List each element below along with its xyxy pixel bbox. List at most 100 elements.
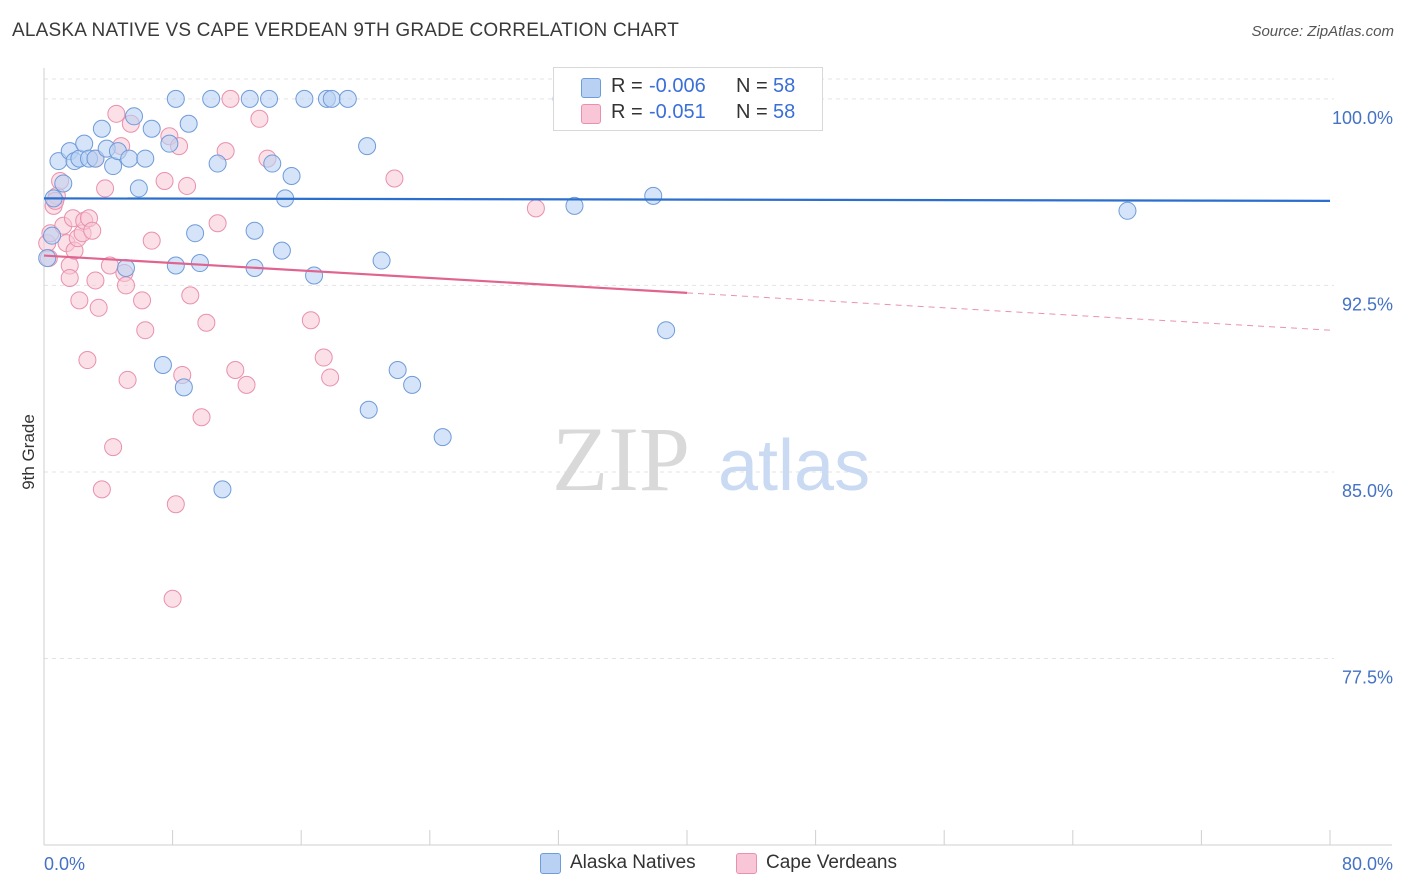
- y-tick-label: 85.0%: [1342, 481, 1393, 501]
- data-point: [120, 149, 139, 168]
- legend-swatch-pink: [736, 853, 757, 874]
- legend-r-value: -0.006: [649, 75, 706, 97]
- y-tick-label: 77.5%: [1342, 667, 1393, 687]
- data-point: [202, 89, 221, 108]
- data-point: [125, 107, 144, 126]
- data-point: [213, 480, 232, 499]
- data-point: [260, 89, 279, 108]
- data-point: [301, 311, 320, 330]
- data-point: [136, 149, 155, 168]
- legend-n-label: N =: [736, 101, 768, 123]
- data-point: [116, 276, 135, 295]
- data-point: [92, 480, 111, 499]
- chart-title: ALASKA NATIVE VS CAPE VERDEAN 9TH GRADE …: [12, 20, 680, 41]
- data-point: [96, 179, 115, 198]
- data-point: [116, 259, 135, 278]
- watermark-zip: ZIP: [552, 408, 690, 510]
- data-point: [142, 231, 161, 250]
- data-point: [190, 254, 209, 273]
- y-axis-title: 9th Grade: [19, 414, 38, 490]
- data-point: [250, 109, 269, 128]
- data-point: [314, 348, 333, 367]
- y-tick-labels: 100.0% 92.5% 85.0% 77.5%: [1332, 108, 1393, 688]
- data-point: [338, 89, 357, 108]
- legend-n-value: 58: [773, 75, 796, 97]
- data-point: [208, 154, 227, 173]
- trend-lines: [43, 197, 1331, 331]
- axes: [43, 68, 1392, 846]
- data-point: [92, 119, 111, 138]
- data-point: [1118, 201, 1137, 220]
- data-point: [166, 495, 185, 514]
- data-point: [263, 154, 282, 173]
- data-point: [322, 89, 341, 108]
- data-point: [104, 157, 123, 176]
- data-point: [565, 196, 584, 215]
- data-point: [526, 199, 545, 218]
- data-point: [403, 375, 422, 394]
- data-point: [186, 224, 205, 243]
- data-point: [118, 370, 137, 389]
- watermark: ZIP atlas: [552, 408, 870, 510]
- data-point: [359, 400, 378, 419]
- legend-r-value: -0.051: [649, 101, 706, 123]
- data-point: [83, 221, 102, 240]
- data-point: [178, 176, 197, 195]
- data-point: [129, 179, 148, 198]
- data-point: [272, 241, 291, 260]
- data-point: [160, 134, 179, 153]
- data-point: [388, 360, 407, 379]
- source-label: Source: ZipAtlas.com: [1251, 23, 1394, 40]
- data-point: [192, 408, 211, 427]
- data-point: [43, 226, 62, 245]
- data-point: [433, 428, 452, 447]
- legend-label: Cape Verdeans: [766, 852, 897, 873]
- data-point: [163, 589, 182, 608]
- data-point: [237, 375, 256, 394]
- trend-line-cape-verdeans-extension: [686, 292, 1331, 331]
- legend-row-cape-verdeans: R = -0.051 N = 58: [554, 101, 822, 127]
- watermark-atlas: atlas: [718, 426, 870, 506]
- legend-swatch-pink: [581, 104, 601, 124]
- legend-label: Alaska Natives: [570, 852, 696, 873]
- data-point: [657, 321, 676, 340]
- data-point: [86, 149, 105, 168]
- legend-r-label: R =: [611, 75, 643, 97]
- legend-swatch-blue: [540, 853, 561, 874]
- data-point: [75, 134, 94, 153]
- data-point: [54, 174, 73, 193]
- data-point: [305, 266, 324, 285]
- data-point: [78, 351, 97, 370]
- data-point: [174, 378, 193, 397]
- data-point: [153, 356, 172, 375]
- legend-n-label: N =: [736, 75, 768, 97]
- y-tick-label: 100.0%: [1332, 108, 1393, 128]
- data-point: [166, 256, 185, 275]
- data-point: [644, 186, 663, 205]
- y-tick-label: 92.5%: [1342, 294, 1393, 314]
- data-point: [142, 119, 161, 138]
- data-point: [221, 89, 240, 108]
- data-point: [358, 137, 377, 156]
- data-point: [107, 104, 126, 123]
- data-point: [372, 251, 391, 270]
- legend-row-alaska-natives: R = -0.006 N = 58: [554, 75, 822, 101]
- data-point: [89, 298, 108, 317]
- data-point: [133, 291, 152, 310]
- data-point: [321, 368, 340, 387]
- legend-r-label: R =: [611, 101, 643, 123]
- data-point: [181, 286, 200, 305]
- data-point: [155, 171, 174, 190]
- x-tick-label: 80.0%: [1342, 854, 1393, 874]
- data-point: [282, 166, 301, 185]
- data-point: [166, 89, 185, 108]
- series-alaska-natives: [38, 89, 1137, 499]
- data-point: [70, 291, 89, 310]
- data-point: [60, 268, 79, 287]
- legend: R = -0.006 N = 58 R = -0.051 N = 58: [553, 67, 823, 131]
- series-cape-verdeans: [38, 89, 545, 608]
- data-point: [385, 169, 404, 188]
- legend-n-value: 58: [773, 101, 796, 123]
- trend-line-alaska-natives: [43, 197, 1331, 202]
